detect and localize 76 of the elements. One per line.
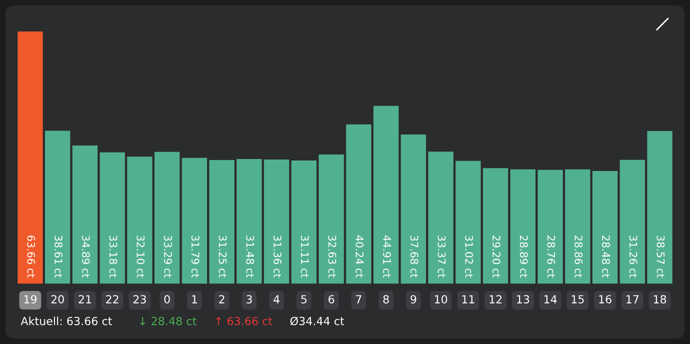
x-tick-label: 21 xyxy=(78,295,92,304)
x-tick-label: 22 xyxy=(106,295,118,304)
bar xyxy=(209,160,234,284)
bar xyxy=(647,130,672,284)
bar xyxy=(100,152,125,284)
x-tick-label: 23 xyxy=(133,295,146,304)
text: Ø34.44 ct xyxy=(290,316,344,326)
data-label: 31.36 ct xyxy=(274,236,282,278)
x-tick-label: 6 xyxy=(328,295,334,304)
text: ↑ 63.66 ct xyxy=(216,316,272,326)
x-tick-label: 1 xyxy=(192,295,197,304)
x-tick-label: 12 xyxy=(490,295,502,304)
bar xyxy=(236,159,262,284)
bar xyxy=(264,160,290,284)
x-tick-label: 3 xyxy=(246,295,252,304)
bar xyxy=(154,152,180,284)
data-label: 34.89 ct xyxy=(82,236,90,278)
data-label: 38.57 ct xyxy=(656,236,665,278)
data-label: 32.63 ct xyxy=(328,236,336,278)
bar xyxy=(18,32,43,284)
x-tick-label: 10 xyxy=(434,295,448,304)
x-tick-label: 19 xyxy=(24,295,37,304)
bar xyxy=(346,124,372,284)
bar xyxy=(565,169,590,284)
data-label: 33.37 ct xyxy=(438,236,446,278)
x-tick-label: 14 xyxy=(544,295,557,304)
data-label: 31.48 ct xyxy=(246,236,254,278)
data-label: 40.24 ct xyxy=(356,235,364,278)
bar xyxy=(127,156,152,284)
x-tick-label: 11 xyxy=(462,295,474,304)
x-tick-label: 16 xyxy=(599,295,612,304)
bar xyxy=(620,160,645,284)
data-label: 33.18 ct xyxy=(109,236,118,278)
bar xyxy=(538,170,563,284)
data-label: 44.91 ct xyxy=(383,235,391,278)
data-label: 33.29 ct xyxy=(164,236,172,278)
bar xyxy=(291,160,317,284)
data-label: 29.20 ct xyxy=(492,236,500,278)
bar xyxy=(510,169,536,284)
bar xyxy=(182,158,208,284)
x-tick-label: 7 xyxy=(356,295,362,304)
x-tick-label: 18 xyxy=(654,295,666,304)
x-tick-label: 15 xyxy=(572,295,584,304)
data-label: 31.11 ct xyxy=(300,236,309,278)
x-tick-label: 13 xyxy=(517,295,530,304)
text: Aktuell: 63.66 ct xyxy=(20,316,112,326)
data-label: 63.66 ct xyxy=(27,236,36,278)
data-label: 31.02 ct xyxy=(465,236,474,278)
data-label: 38.61 ct xyxy=(54,236,62,278)
data-label: 32.10 ct xyxy=(136,236,145,278)
bar xyxy=(45,130,70,284)
data-label: 31.25 ct xyxy=(218,236,227,278)
data-label: 31.26 ct xyxy=(629,236,638,278)
x-tick-label: 8 xyxy=(383,295,389,304)
x-tick-label: 20 xyxy=(51,295,64,304)
data-label: 37.68 ct xyxy=(410,236,418,278)
bar xyxy=(318,154,344,284)
data-label: 28.48 ct xyxy=(602,236,610,278)
bar xyxy=(592,170,618,284)
bar xyxy=(456,160,481,284)
x-tick-label: 4 xyxy=(274,295,280,304)
data-label: 28.76 ct xyxy=(547,236,556,278)
data-label: 28.86 ct xyxy=(574,236,583,278)
bar xyxy=(373,106,399,284)
x-tick-label: 2 xyxy=(219,295,224,304)
bar xyxy=(428,152,454,284)
bar xyxy=(400,134,426,284)
data-label: 31.79 ct xyxy=(191,236,200,278)
data-label: 28.89 ct xyxy=(520,236,528,278)
x-tick-label: 5 xyxy=(301,295,307,304)
x-tick-label: 0 xyxy=(164,295,170,304)
bar xyxy=(482,168,508,284)
text: ↓ 28.48 ct xyxy=(140,316,196,326)
x-tick-label: 17 xyxy=(626,295,639,304)
bar xyxy=(72,146,98,284)
x-tick-label: 9 xyxy=(410,295,416,304)
